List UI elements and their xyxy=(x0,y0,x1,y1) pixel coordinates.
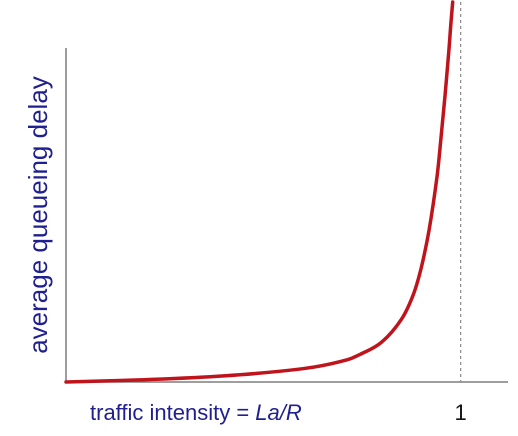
y-axis-label: average queueing delay xyxy=(23,76,53,354)
x-axis-label-prefix: traffic intensity = xyxy=(90,400,255,425)
delay-curve xyxy=(64,0,455,384)
x-axis-label: traffic intensity = La/R xyxy=(90,400,302,425)
x-axis-label-formula: La/R xyxy=(255,400,302,425)
x-tick-label-1: 1 xyxy=(455,400,467,425)
